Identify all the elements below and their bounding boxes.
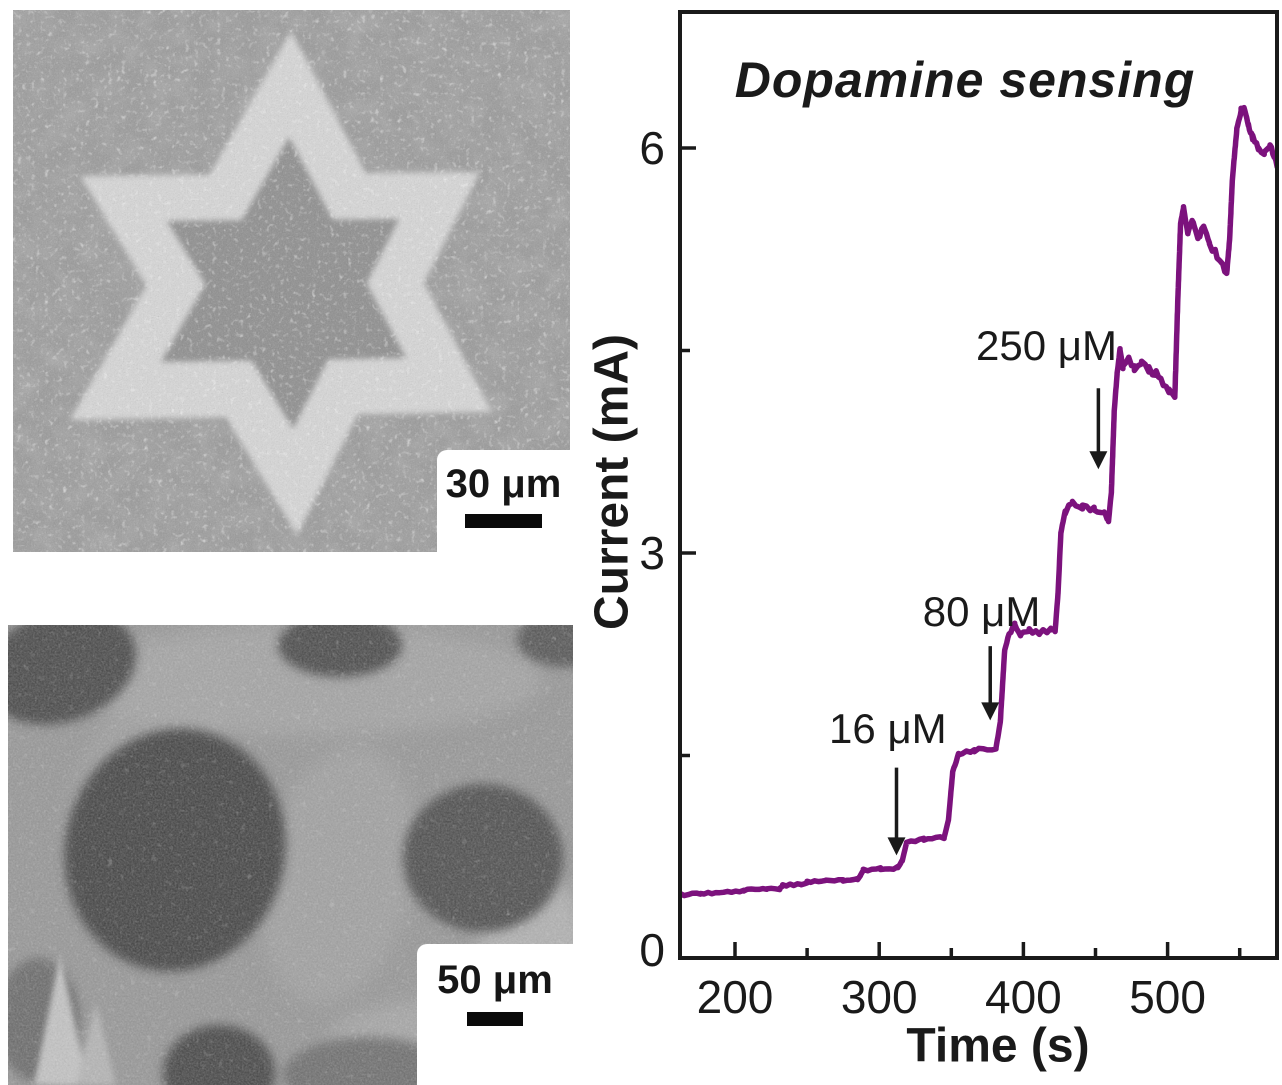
scale-bar-label-30um: 30 μm <box>445 462 562 506</box>
scale-bar-box-bottom: 50 μm <box>417 944 573 1085</box>
scale-bar-label-50um: 50 μm <box>437 958 553 1002</box>
sem-micrograph-scaffold: 50 μm <box>8 625 573 1085</box>
scale-bar-box-top: 30 μm <box>437 450 570 552</box>
scale-bar-30um <box>465 514 542 528</box>
annotation-arrowhead <box>1089 451 1108 470</box>
annotation-arrowhead <box>887 837 906 856</box>
current-trace <box>682 104 1275 899</box>
scale-bar-50um <box>467 1012 523 1026</box>
sem-micrograph-star: 30 μm <box>13 10 570 552</box>
plot-frame <box>678 10 1279 960</box>
annotation-arrowhead <box>981 702 1000 721</box>
